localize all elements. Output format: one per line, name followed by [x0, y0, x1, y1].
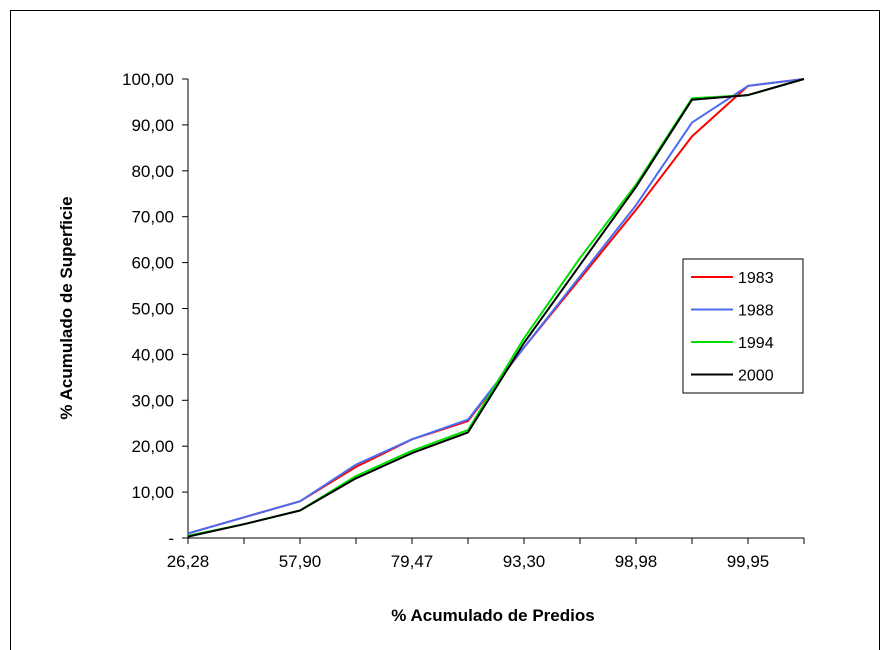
x-axis-title: % Acumulado de Predios — [391, 606, 594, 625]
y-tick-label: 80,00 — [131, 162, 174, 181]
chart-frame — [10, 10, 880, 650]
y-tick-label: 100,00 — [122, 70, 174, 89]
axes — [182, 78, 805, 544]
series-line-2000 — [187, 78, 805, 538]
x-tick-label: 93,30 — [503, 552, 546, 571]
legend-label-1988: 1988 — [738, 303, 774, 320]
y-tick-label: 60,00 — [131, 254, 174, 273]
y-tick-label: 90,00 — [131, 116, 174, 135]
legend: 1983 1988 1994 2000 — [682, 258, 804, 394]
y-tick-label: 70,00 — [131, 208, 174, 227]
legend-label-1983: 1983 — [738, 270, 774, 287]
y-tick-label: 50,00 — [131, 300, 174, 319]
x-tick-label: 57,90 — [279, 552, 322, 571]
x-tick-label: 98,98 — [615, 552, 658, 571]
legend-label-1994: 1994 — [738, 335, 774, 352]
x-tick-label: 79,47 — [391, 552, 434, 571]
x-tick-labels: 26,28 57,90 79,47 93,30 98,98 99,95 — [167, 552, 770, 571]
y-tick-label: 30,00 — [131, 391, 174, 410]
y-tick-label: 40,00 — [131, 345, 174, 364]
y-tick-label: 20,00 — [131, 437, 174, 456]
series-lines — [187, 78, 805, 538]
legend-label-2000: 2000 — [738, 368, 774, 385]
y-axis-title: % Acumulado de Superficie — [57, 196, 76, 419]
x-tick-label: 99,95 — [727, 552, 770, 571]
y-tick-labels: - 10,00 20,00 30,00 40,00 50,00 60,00 70,00 80,0… — [122, 70, 174, 548]
y-tick-label: - — [168, 529, 174, 548]
x-tick-label: 26,28 — [167, 552, 210, 571]
legend-box — [682, 258, 804, 394]
y-tick-label: 10,00 — [131, 483, 174, 502]
